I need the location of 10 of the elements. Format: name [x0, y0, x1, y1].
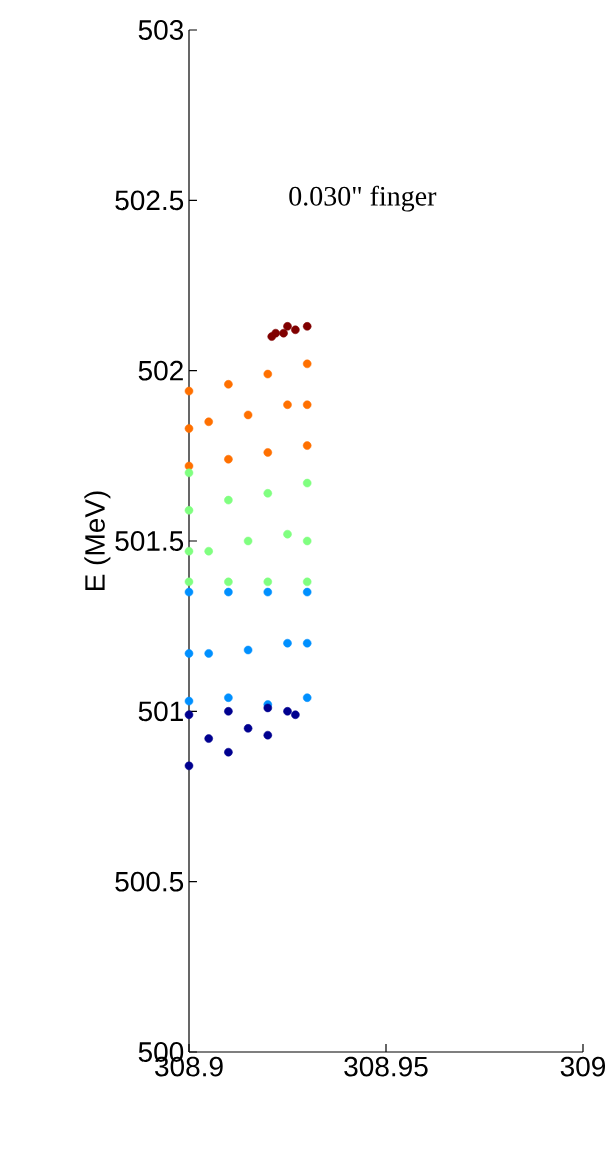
y-tick-label: 502	[138, 360, 183, 381]
y-tick-label: 502.5	[115, 190, 184, 211]
y-tick-label: 501.5	[115, 531, 184, 551]
annotation: 0.030" finger	[289, 185, 437, 212]
y-tick-label: 501	[138, 701, 183, 722]
y-tick-label: 503	[138, 20, 184, 40]
y-axis-title: E (MeV)	[84, 491, 111, 591]
x-tick-label: 308.95	[344, 1056, 428, 1077]
x-tick-label: 309	[560, 1056, 605, 1077]
y-tick-label: 500.5	[115, 871, 184, 892]
